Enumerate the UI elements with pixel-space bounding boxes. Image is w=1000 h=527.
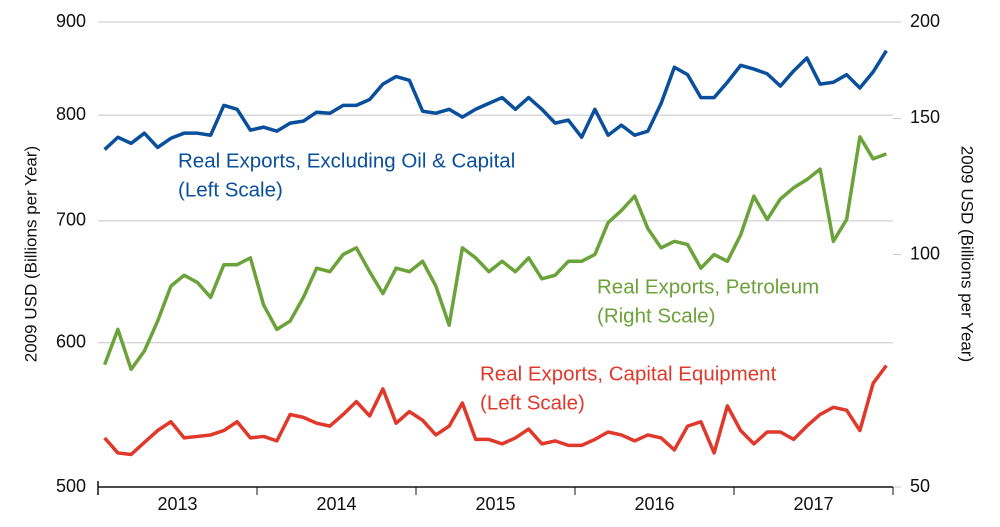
y2-tick-label: 200 xyxy=(910,11,940,31)
series-line xyxy=(103,49,888,151)
x-tick-label: 2014 xyxy=(316,494,356,514)
y2-axis-title: 2009 USD (Billions per Year) xyxy=(958,146,977,362)
series-label: Real Exports, Petroleum xyxy=(597,275,819,298)
y-axis-title: 2009 USD (Billions per Year) xyxy=(21,146,40,362)
series-line xyxy=(102,135,887,372)
series-label: Real Exports, Excluding Oil & Capital xyxy=(178,149,515,172)
y2-tick-label: 50 xyxy=(910,476,930,496)
y2-tick-label: 100 xyxy=(910,243,940,263)
series-line xyxy=(103,364,888,457)
y-tick-label: 700 xyxy=(56,210,86,230)
y-tick-label: 900 xyxy=(56,11,86,31)
y-tick-label: 500 xyxy=(56,476,86,496)
y2-tick-label: 150 xyxy=(910,107,940,127)
series-scale-note: (Left Scale) xyxy=(480,391,585,414)
x-tick-label: 2016 xyxy=(634,494,674,514)
x-tick-label: 2015 xyxy=(475,494,515,514)
series-label: Real Exports, Capital Equipment xyxy=(480,362,777,385)
series-scale-note: (Left Scale) xyxy=(178,178,283,201)
x-tick-label: 2017 xyxy=(793,494,833,514)
y-tick-label: 800 xyxy=(56,104,86,124)
x-tick-label: 2013 xyxy=(157,494,197,514)
series-scale-note: (Right Scale) xyxy=(597,304,716,327)
y-tick-label: 600 xyxy=(56,332,86,352)
